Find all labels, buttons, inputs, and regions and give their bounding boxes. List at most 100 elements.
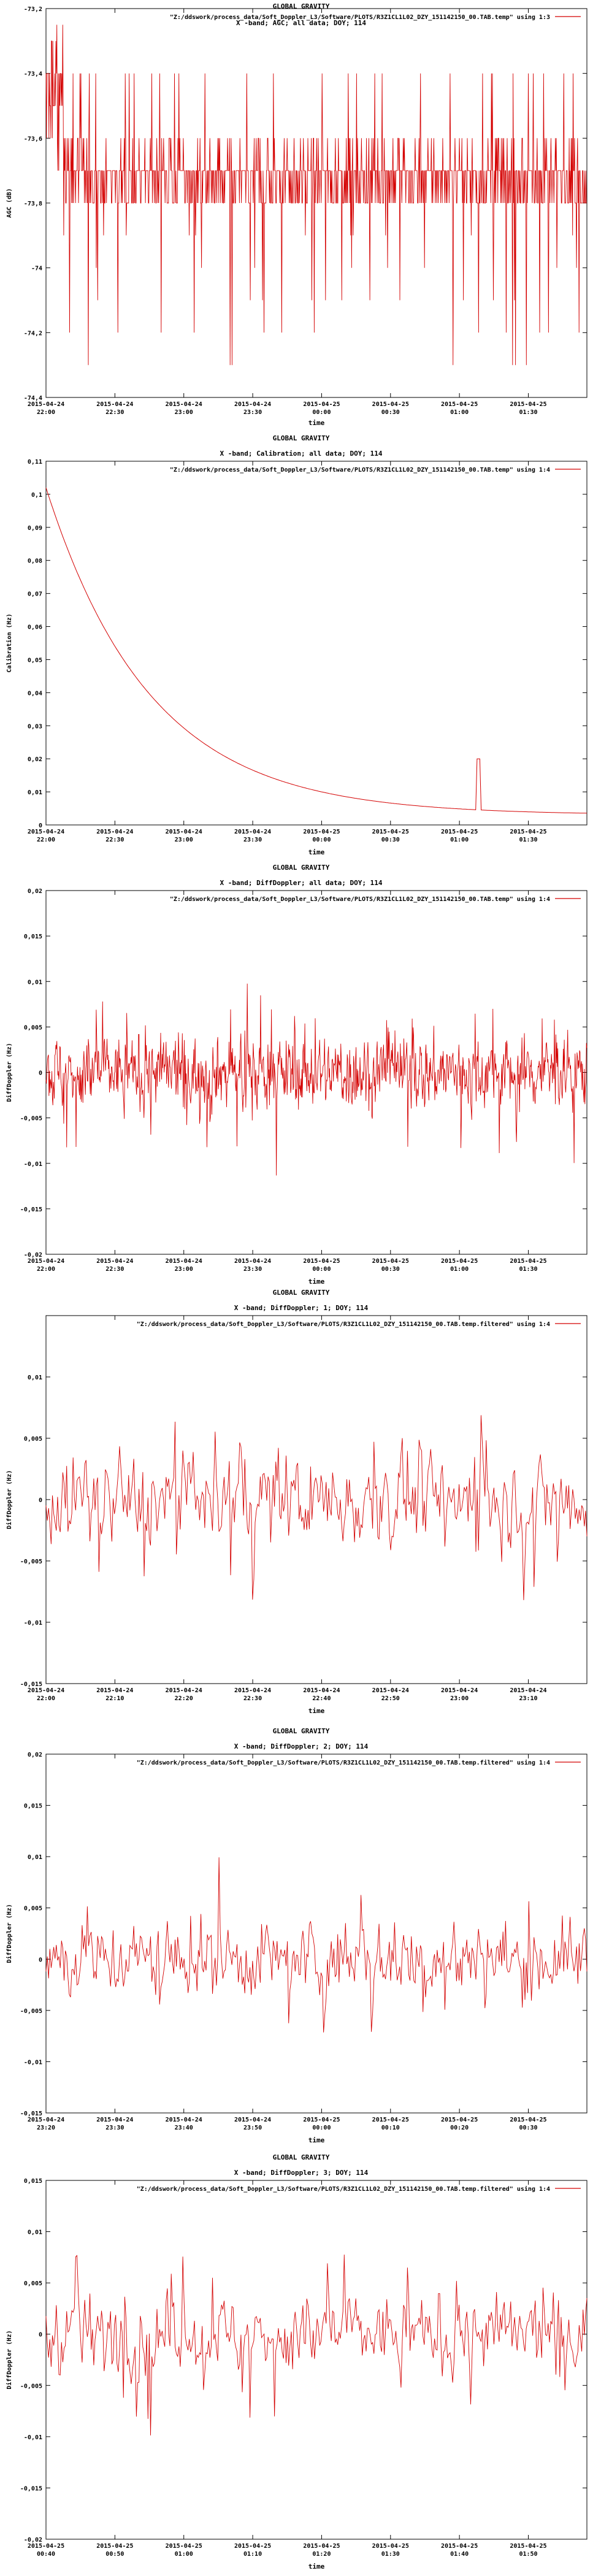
y-tick-label: 0,02 (28, 1752, 42, 1758)
y-tick-label: 0 (39, 1070, 42, 1077)
y-tick-label: 0,08 (28, 558, 42, 565)
x-tick-date: 2015-04-25 (372, 401, 409, 408)
x-tick-date: 2015-04-24 (28, 1687, 64, 1694)
y-tick-label: -0,015 (20, 1681, 42, 1688)
x-tick-time: 00:00 (312, 837, 331, 843)
x-tick-time: 23:30 (105, 2125, 124, 2131)
y-tick-label: -0,005 (20, 1558, 42, 1565)
legend-label: "Z:/ddswork/process_data/Soft_Doppler_L3… (137, 1321, 550, 1328)
x-tick-time: 22:50 (381, 1695, 400, 1702)
chart-subtitle: X -band; Calibration; all data; DOY; 114 (220, 450, 383, 458)
x-tick-time: 00:00 (312, 2125, 331, 2131)
x-tick-time: 01:30 (519, 409, 537, 416)
x-tick-time: 23:10 (519, 1695, 537, 1702)
x-tick-date: 2015-04-25 (166, 2543, 202, 2550)
x-tick-date: 2015-04-25 (510, 829, 546, 835)
y-tick-label: -0,01 (24, 2434, 42, 2441)
legend-label: "Z:/ddswork/process_data/Soft_Doppler_L3… (137, 2185, 550, 2193)
x-tick-time: 00:00 (312, 1266, 331, 1273)
y-tick-label: 0,07 (28, 591, 42, 598)
x-tick-time: 22:20 (175, 1695, 193, 1702)
y-tick-label: 0,09 (28, 525, 42, 532)
x-tick-date: 2015-04-24 (28, 829, 64, 835)
x-tick-date: 2015-04-24 (28, 1258, 64, 1265)
x-tick-date: 2015-04-25 (234, 2543, 271, 2550)
x-tick-date: 2015-04-24 (166, 1687, 202, 1694)
y-tick-label: -74,4 (24, 395, 42, 402)
y-tick-label: -0,02 (24, 2537, 42, 2543)
x-tick-time: 00:50 (105, 2551, 124, 2558)
x-tick-time: 01:40 (450, 2551, 469, 2558)
y-tick-label: 0,11 (28, 459, 42, 466)
y-tick-label: 0,01 (28, 1854, 42, 1861)
chart-6: GLOBAL GRAVITY X -band; DiffDoppler; 3; D… (6, 2153, 588, 2570)
x-tick-time: 01:00 (175, 2551, 193, 2558)
x-tick-time: 00:40 (37, 2551, 55, 2558)
x-tick-time: 22:00 (37, 409, 55, 416)
chart-subtitle: X -band; DiffDoppler; 1; DOY; 114 (234, 1304, 369, 1312)
y-tick-label: 0 (39, 2332, 42, 2339)
y-axis-label: DiffDoppler (Hz) (6, 1904, 13, 1963)
y-tick-label: 0,02 (28, 888, 42, 895)
x-tick-date: 2015-04-24 (166, 2117, 202, 2123)
y-tick-label: -73,6 (24, 136, 42, 142)
y-tick-label: 0,01 (28, 979, 42, 986)
x-tick-time: 00:10 (381, 2125, 400, 2131)
x-tick-time: 01:30 (519, 1266, 537, 1273)
chart-2: GLOBAL GRAVITY X -band; Calibration; all … (6, 434, 588, 856)
y-tick-label: 0,015 (24, 933, 42, 940)
y-tick-label: 0 (39, 1957, 42, 1963)
x-tick-date: 2015-04-24 (166, 829, 202, 835)
x-tick-date: 2015-04-24 (234, 401, 271, 408)
x-tick-date: 2015-04-25 (372, 2117, 409, 2123)
y-tick-label: 0,04 (28, 690, 42, 697)
y-tick-label: 0,005 (24, 1906, 42, 1912)
x-tick-time: 22:30 (243, 1695, 262, 1702)
y-tick-label: -0,01 (24, 2059, 42, 2066)
x-tick-time: 23:00 (450, 1695, 469, 1702)
y-tick-label: -74 (31, 266, 42, 272)
legend-label: "Z:/ddswork/process_data/Soft_Doppler_L3… (170, 895, 550, 903)
y-tick-label: -0,005 (20, 1116, 42, 1122)
plot-frame (45, 890, 588, 1255)
x-tick-date: 2015-04-25 (441, 1258, 478, 1265)
x-tick-date: 2015-04-24 (28, 401, 64, 408)
x-tick-date: 2015-04-24 (166, 401, 202, 408)
series-line (45, 2254, 588, 2436)
x-tick-time: 01:00 (450, 1266, 469, 1273)
y-tick-label: -0,02 (24, 1252, 42, 1259)
x-tick-time: 22:00 (37, 1695, 55, 1702)
x-tick-date: 2015-04-24 (372, 1687, 409, 1694)
chart-title: GLOBAL GRAVITY (273, 864, 330, 872)
x-axis-label: time (308, 2563, 325, 2570)
plot-frame (45, 1315, 588, 1684)
chart-subtitle: X -band; DiffDoppler; all data; DOY; 114 (220, 879, 383, 887)
chart-5: GLOBAL GRAVITY X -band; DiffDoppler; 2; D… (6, 1727, 588, 2144)
y-tick-label: 0 (39, 1497, 42, 1504)
x-tick-date: 2015-04-25 (303, 829, 340, 835)
x-tick-date: 2015-04-24 (234, 2117, 271, 2123)
series-line (45, 487, 588, 814)
y-axis-label: DiffDoppler (Hz) (6, 1470, 13, 1529)
x-tick-date: 2015-04-24 (28, 2117, 64, 2123)
x-tick-date: 2015-04-25 (510, 401, 546, 408)
chart-title: GLOBAL GRAVITY (273, 1727, 330, 1735)
x-tick-time: 23:00 (175, 1266, 193, 1273)
x-tick-time: 22:00 (37, 1266, 55, 1273)
y-axis-label: DiffDoppler (Hz) (6, 1043, 13, 1102)
x-tick-date: 2015-04-25 (372, 829, 409, 835)
x-axis-label: time (308, 1278, 325, 1286)
x-tick-date: 2015-04-25 (303, 2117, 340, 2123)
x-tick-date: 2015-04-24 (234, 829, 271, 835)
y-axis-label: AGC (dB) (6, 188, 13, 218)
x-tick-date: 2015-04-24 (441, 1687, 478, 1694)
x-axis-label: time (308, 2136, 325, 2144)
x-tick-time: 22:30 (105, 409, 124, 416)
chart-subtitle: X -band; DiffDoppler; 3; DOY; 114 (234, 2169, 369, 2177)
x-tick-time: 22:40 (312, 1695, 331, 1702)
chart-title: GLOBAL GRAVITY (273, 2, 330, 10)
x-tick-date: 2015-04-25 (303, 1258, 340, 1265)
x-tick-time: 01:50 (519, 2551, 537, 2558)
x-tick-time: 23:40 (175, 2125, 193, 2131)
